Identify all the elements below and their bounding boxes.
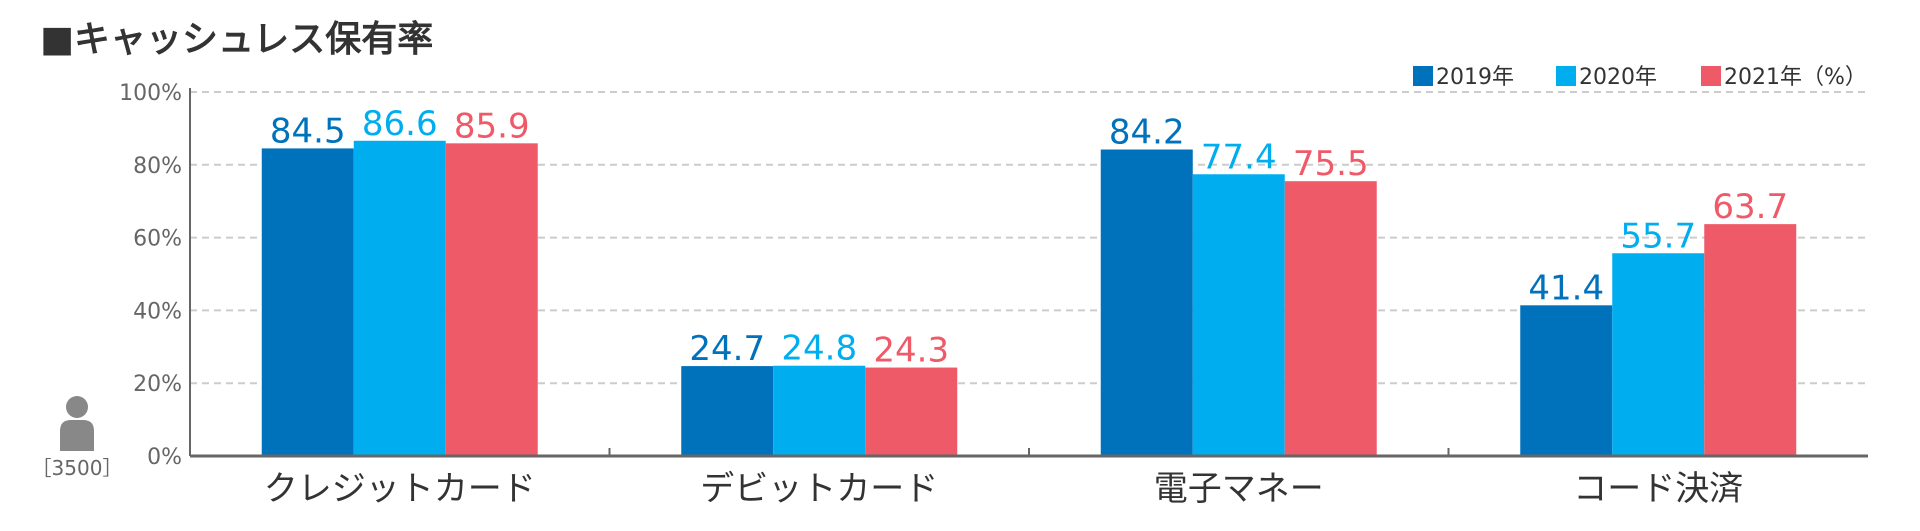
bars [261,140,1797,457]
legend-label: 2019年 [1436,65,1514,90]
y-tick-label: 0% [147,445,182,470]
y-tick-label: 80% [133,154,182,179]
bar [1192,174,1285,456]
y-tick-label: 40% [133,299,182,324]
legend-swatch [1413,66,1433,86]
x-tick-label: デビットカード [700,469,938,509]
x-tick-label: クレジットカード [264,469,536,509]
data-label: 63.7 [1712,187,1788,227]
data-label: 84.5 [270,111,346,151]
legend-swatch [1701,66,1721,86]
y-axis: 0% 20% 40% 60% 80% 100% [119,81,191,470]
bar [1284,181,1377,456]
data-label: 24.8 [781,329,857,369]
bar [445,143,538,456]
data-label: 77.4 [1201,137,1277,177]
data-label: 24.7 [689,329,765,369]
data-labels: 84.5 86.6 85.9 24.7 24.8 24.3 84.2 77.4 75.5 41.4… [270,104,1788,371]
x-tick-label: コード決済 [1573,469,1743,509]
bar [773,365,866,456]
data-label: 55.7 [1620,216,1696,256]
bar [1520,305,1613,456]
legend-label: 2020年 [1579,65,1657,90]
bar [1612,253,1705,456]
data-label: 24.3 [873,331,949,371]
legend: 2019年 2020年 2021年（%） [1413,65,1867,90]
x-axis: クレジットカード デビットカード 電子マネー コード決済 [190,448,1868,509]
legend-label: 2021年（%） [1724,65,1867,90]
data-label: 41.4 [1528,268,1604,308]
chart-title: ■キャッシュレス保有率 [40,19,433,60]
person-icon [60,396,94,451]
sample-size: ［3500］ [32,396,123,480]
bar [261,148,354,457]
legend-swatch [1556,66,1576,86]
bar [353,140,446,456]
bar [1100,149,1193,456]
y-tick-label: 20% [133,372,182,397]
sample-size-label: ［3500］ [32,456,123,480]
x-tick-label: 電子マネー [1154,469,1324,509]
y-tick-label: 100% [119,81,182,106]
data-label: 84.2 [1109,113,1185,153]
bar [1704,224,1797,456]
data-label: 85.9 [454,106,530,146]
data-label: 86.6 [362,104,438,144]
bar [865,367,958,456]
data-label: 75.5 [1293,144,1369,184]
y-tick-label: 60% [133,227,182,252]
bar [681,366,774,456]
